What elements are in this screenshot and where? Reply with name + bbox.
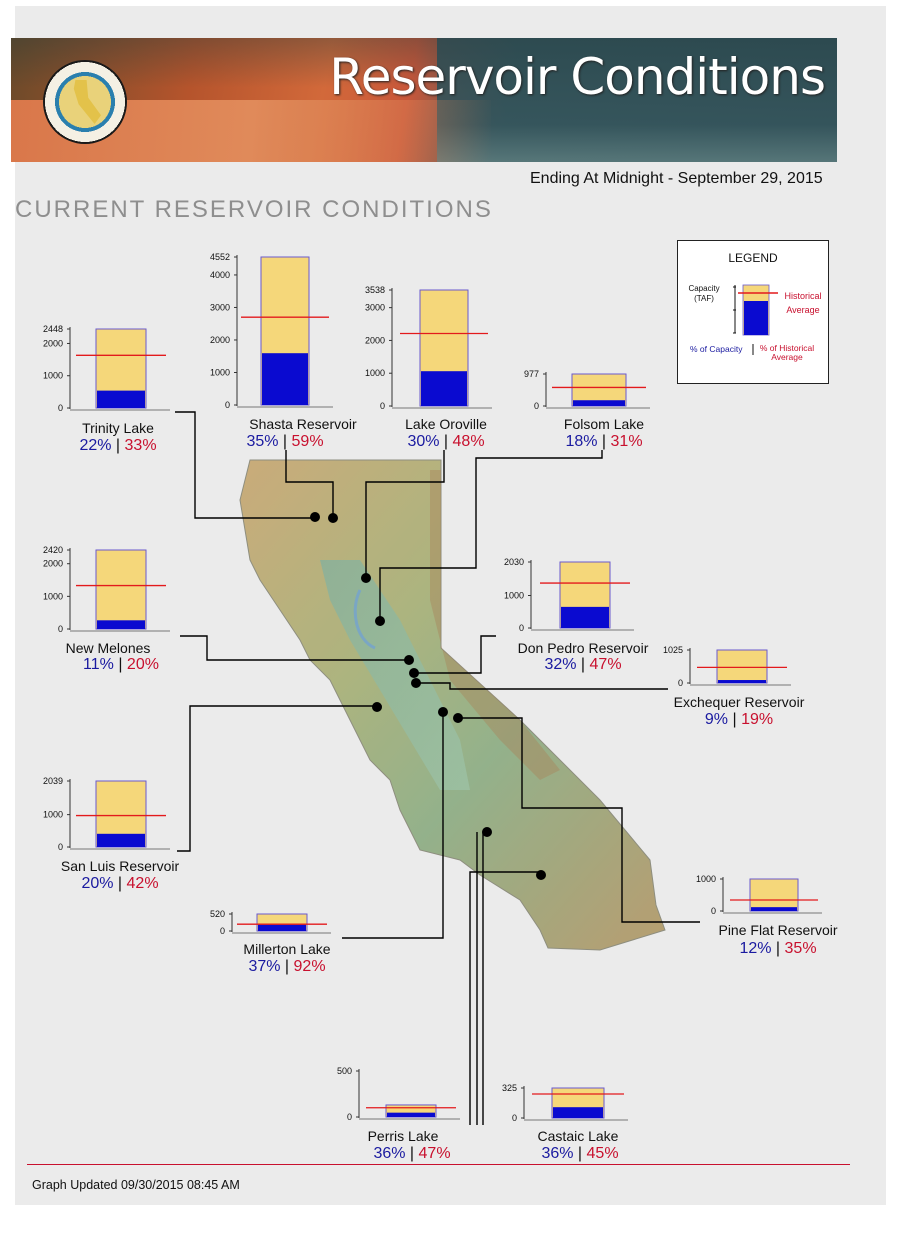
legend-pct-historical-label: % of Historical Average — [755, 344, 819, 362]
pct-of-capacity: 32% — [544, 656, 577, 673]
legend: LEGEND Capacity (TAF) Historical Average… — [677, 240, 829, 384]
pct-separator: | — [405, 1145, 419, 1162]
reservoir-name: Don Pedro Reservoir — [517, 640, 649, 656]
reservoir-percentages: 37% | 92% — [248, 958, 325, 976]
pct-separator: | — [111, 437, 125, 454]
legend-pct-historical-text: % of Historical Average — [759, 343, 815, 362]
pct-of-capacity: 36% — [541, 1145, 574, 1162]
reservoir-percentages: 35% | 59% — [246, 433, 323, 451]
pct-of-capacity: 22% — [79, 437, 112, 454]
reservoir-percentages: 32% | 47% — [544, 656, 621, 674]
legend-pct-capacity-label: % of Capacity — [690, 344, 743, 354]
pct-separator: | — [439, 433, 453, 450]
pct-of-historical-average: 48% — [452, 433, 485, 450]
pct-of-capacity: 35% — [246, 433, 279, 450]
reservoir-percentages: 30% | 48% — [407, 433, 484, 451]
pct-of-historical-average: 33% — [124, 437, 157, 454]
pct-of-capacity: 11% — [83, 656, 114, 673]
legend-capacity-text: Capacity (TAF) — [688, 284, 720, 303]
pct-of-capacity: 30% — [407, 433, 440, 450]
pct-separator: | — [278, 433, 292, 450]
reservoir-name: Exchequer Reservoir — [673, 694, 805, 710]
reservoir-name: Pine Flat Reservoir — [718, 922, 838, 938]
pct-separator: | — [728, 711, 742, 728]
seal-state-shape — [73, 80, 101, 124]
reservoir-name: Millerton Lake — [243, 941, 331, 957]
pct-of-capacity: 20% — [81, 875, 114, 892]
pct-separator: | — [280, 958, 294, 975]
pct-of-historical-average: 45% — [586, 1145, 619, 1162]
banner-lake-photo — [437, 38, 837, 162]
dwr-seal-logo — [43, 60, 127, 144]
pct-of-historical-average: 59% — [291, 433, 324, 450]
pct-of-historical-average: 47% — [418, 1145, 451, 1162]
legend-sample-chart — [733, 284, 778, 355]
pct-of-historical-average: 42% — [126, 875, 159, 892]
pct-of-capacity: 18% — [565, 433, 598, 450]
graph-updated-note: Graph Updated 09/30/2015 08:45 AM — [32, 1178, 240, 1192]
pct-of-historical-average: 19% — [741, 711, 774, 728]
pct-of-historical-average: 35% — [784, 940, 817, 957]
pct-separator: | — [113, 656, 127, 673]
pct-of-capacity: 37% — [248, 958, 281, 975]
pct-of-historical-average: 31% — [610, 433, 643, 450]
pct-of-historical-average: 47% — [589, 656, 622, 673]
legend-title: LEGEND — [728, 251, 778, 265]
pct-separator: | — [113, 875, 127, 892]
pct-separator: | — [597, 433, 611, 450]
pct-of-capacity: 12% — [739, 940, 772, 957]
reservoir-name: Folsom Lake — [563, 416, 645, 432]
reservoir-percentages: 18% | 31% — [565, 433, 642, 451]
reservoir-percentages: 36% | 47% — [373, 1145, 450, 1163]
pct-of-capacity: 36% — [373, 1145, 406, 1162]
legend-capacity-label: Capacity (TAF) — [684, 284, 724, 304]
reservoir-percentages: 22% | 33% — [79, 437, 156, 455]
reservoir-percentages: 36% | 45% — [541, 1145, 618, 1163]
pct-separator: | — [573, 1145, 587, 1162]
reservoir-percentages: 12% | 35% — [739, 940, 816, 958]
reservoir-name: San Luis Reservoir — [60, 858, 180, 874]
footer-divider — [27, 1164, 850, 1165]
reservoir-name: Shasta Reservoir — [249, 416, 357, 432]
reservoir-percentages: 20% | 42% — [81, 875, 158, 893]
page-title: Reservoir Conditions — [329, 48, 826, 106]
legend-historical-text: Historical Average — [784, 291, 822, 315]
legend-historical-label: Historical Average — [779, 289, 827, 317]
reservoir-name: New Melones — [65, 640, 151, 656]
reservoir-percentages: 9% | 19% — [705, 711, 773, 729]
pct-of-historical-average: 20% — [126, 656, 159, 673]
pct-separator: | — [576, 656, 590, 673]
header-banner: Reservoir Conditions — [11, 38, 837, 162]
pct-of-historical-average: 92% — [293, 958, 326, 975]
reservoir-percentages: 11% | 20% — [83, 656, 159, 674]
reservoir-name: Trinity Lake — [82, 420, 154, 436]
section-title: CURRENT RESERVOIR CONDITIONS — [15, 196, 493, 223]
pct-separator: | — [771, 940, 785, 957]
report-date: Ending At Midnight - September 29, 2015 — [530, 170, 823, 187]
reservoir-name: Castaic Lake — [537, 1128, 619, 1144]
reservoir-name: Lake Oroville — [405, 416, 487, 432]
reservoir-name: Perris Lake — [367, 1128, 439, 1144]
pct-of-capacity: 9% — [704, 711, 729, 728]
